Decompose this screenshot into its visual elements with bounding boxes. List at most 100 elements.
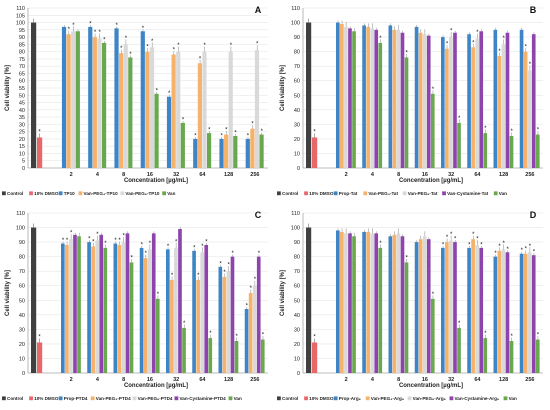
- x-tick-label: 32: [173, 377, 179, 383]
- y-tick-label: 25: [19, 130, 25, 136]
- bar: [392, 234, 397, 373]
- significance-star: *: [525, 247, 528, 253]
- y-tick-label: 50: [294, 93, 300, 99]
- significance-star: *: [94, 30, 97, 36]
- significance-star: *: [476, 237, 479, 243]
- significance-star: *: [432, 292, 435, 298]
- legend-swatch: [365, 396, 370, 401]
- y-tick-label: 10: [294, 356, 300, 362]
- legend-swatch: [162, 191, 167, 196]
- bar: [260, 339, 265, 373]
- bar: [254, 50, 260, 168]
- significance-star: *: [454, 237, 457, 243]
- y-tick-label: 20: [19, 342, 25, 348]
- legend-label: Van: [167, 191, 175, 196]
- legend-swatch: [174, 396, 179, 401]
- significance-star: *: [406, 50, 409, 56]
- bar: [449, 240, 453, 373]
- bar: [457, 327, 461, 373]
- significance-star: *: [537, 333, 540, 339]
- bar: [344, 26, 348, 169]
- bar: [69, 239, 73, 373]
- significance-star: *: [521, 248, 524, 254]
- significance-star: *: [432, 87, 435, 93]
- y-tick-label: 80: [19, 255, 25, 261]
- bar: [224, 134, 229, 168]
- bar: [192, 250, 196, 373]
- bar: [392, 29, 397, 169]
- x-tick-label: 16: [147, 377, 153, 383]
- significance-star: *: [529, 244, 532, 250]
- x-tick-label: 8: [122, 377, 125, 383]
- significance-star: *: [446, 42, 449, 48]
- bar: [396, 233, 401, 373]
- legend-swatch: [304, 396, 308, 401]
- legend-label: Van-PEG₄-PTD4: [96, 396, 131, 401]
- significance-star: *: [146, 45, 149, 51]
- bar: [65, 245, 69, 373]
- bar-control: [306, 22, 312, 168]
- bar: [497, 250, 502, 373]
- bar: [527, 252, 532, 373]
- significance-star: *: [201, 244, 204, 250]
- bar: [400, 32, 405, 169]
- legend-swatch: [363, 191, 368, 196]
- significance-star: *: [232, 251, 235, 257]
- bar: [519, 29, 524, 169]
- x-axis-label: Concentration [µg/mL]: [399, 383, 463, 389]
- significance-star: *: [525, 45, 528, 51]
- bar: [113, 243, 118, 373]
- bar-10-dmso: [312, 342, 318, 373]
- bar: [471, 47, 475, 168]
- bar: [101, 42, 107, 169]
- significance-star: *: [256, 42, 259, 48]
- legend-label: Van: [499, 191, 507, 196]
- significance-star: *: [227, 263, 230, 269]
- x-tick-label: 32: [448, 377, 454, 383]
- significance-star: *: [511, 129, 514, 135]
- legend-swatch: [442, 191, 446, 196]
- y-axis-label: Cell viability [%]: [280, 65, 286, 111]
- legend-label: Control: [7, 396, 23, 401]
- y-tick-label: 90: [294, 35, 300, 41]
- x-tick-label: 4: [96, 172, 100, 178]
- x-tick-label: 2: [70, 377, 73, 383]
- significance-star: *: [379, 36, 382, 42]
- legend-label: Control: [282, 191, 298, 196]
- bar: [430, 93, 435, 168]
- x-tick-label: 16: [422, 377, 428, 383]
- bar: [497, 56, 502, 168]
- legend-label: TP10: [64, 191, 75, 196]
- legend-label: Van-PEG₈-Tat: [408, 191, 438, 196]
- x-tick-label: 8: [397, 172, 400, 178]
- bar: [248, 293, 253, 373]
- bar: [493, 29, 498, 169]
- bar: [483, 338, 488, 373]
- bar: [535, 134, 540, 168]
- bar: [87, 242, 91, 373]
- bar: [336, 22, 340, 168]
- bar: [362, 231, 366, 373]
- bar: [471, 239, 475, 373]
- bar: [519, 253, 524, 373]
- significance-star: *: [494, 251, 497, 257]
- significance-star: *: [197, 273, 200, 279]
- significance-star: *: [70, 231, 73, 237]
- bar: [75, 31, 80, 168]
- significance-star: *: [446, 235, 449, 241]
- bar: [99, 234, 104, 373]
- y-tick-label: 60: [294, 284, 300, 290]
- y-tick-label: 10: [19, 151, 25, 157]
- bar: [430, 298, 435, 373]
- y-tick-label: 50: [294, 298, 300, 304]
- significance-star: *: [141, 242, 144, 248]
- significance-star: *: [313, 129, 316, 135]
- legend-label: Prop-PTD4: [64, 396, 88, 401]
- y-tick-label: 80: [294, 255, 300, 261]
- bar: [233, 136, 238, 168]
- bar: [362, 25, 366, 169]
- bar: [388, 25, 393, 169]
- y-tick-label: 100: [291, 226, 300, 232]
- bar: [202, 51, 207, 168]
- significance-star: *: [89, 21, 92, 27]
